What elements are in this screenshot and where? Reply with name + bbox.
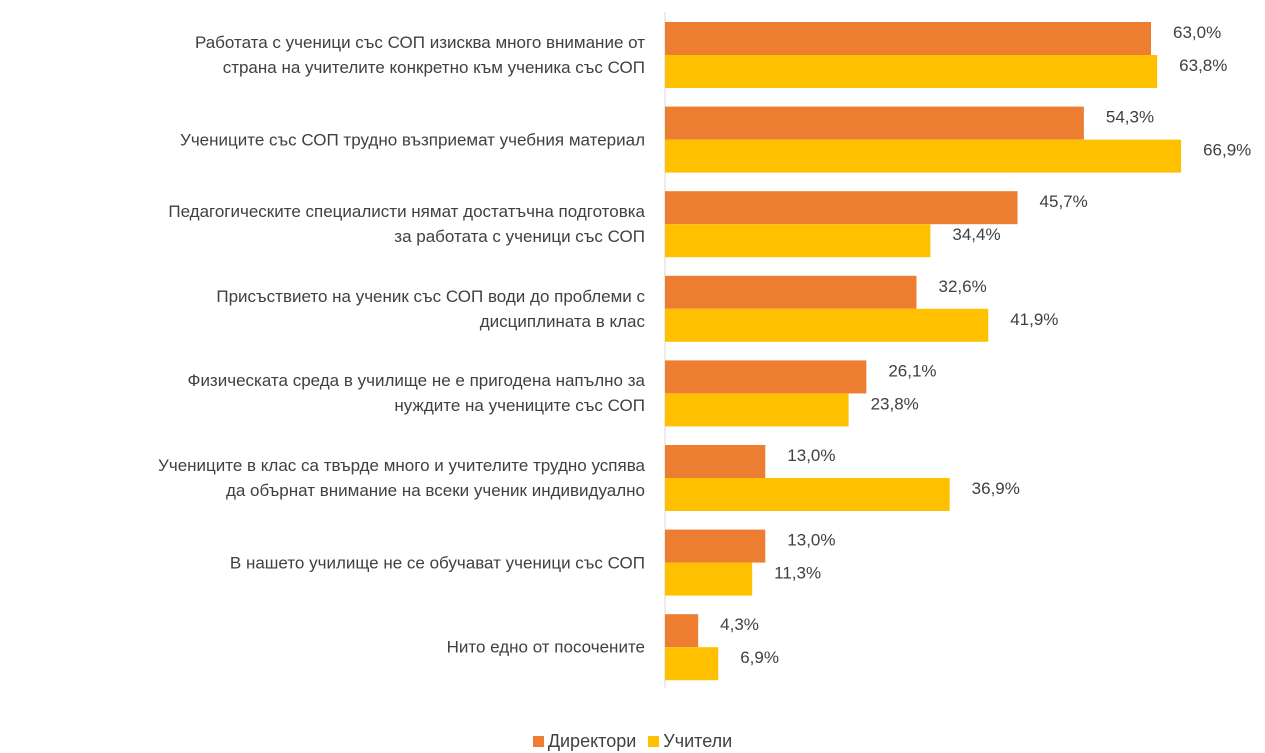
chart: 63,0% 63,8% 54,3% 66,9% 45,7% 34,4% 32,6% 41,9%… xyxy=(664,12,1251,688)
category-label: Физическата среда в училище не е пригоде… xyxy=(187,371,645,416)
legend-item: Директори xyxy=(532,731,637,752)
category-label: Учениците със СОП трудно възприемат учеб… xyxy=(180,130,645,150)
bar xyxy=(665,275,917,309)
value-label: 6,9% xyxy=(740,648,779,667)
value-label: 4,3% xyxy=(720,615,759,634)
category-label: Работата с ученици със СОП изисква много… xyxy=(194,33,645,77)
bar xyxy=(665,308,989,342)
legend-swatch xyxy=(532,736,544,747)
value-label: 26,1% xyxy=(888,361,936,380)
value-label: 66,9% xyxy=(1203,141,1251,160)
bar xyxy=(665,529,766,563)
value-label: 13,0% xyxy=(787,531,835,550)
legend-item: Учители xyxy=(648,731,732,752)
value-label: 36,9% xyxy=(972,479,1020,498)
bar xyxy=(665,478,950,511)
bar xyxy=(665,139,1182,173)
category-label: Присъствието на ученик със СОП води до п… xyxy=(216,286,645,331)
value-label: 13,0% xyxy=(787,446,835,465)
value-label: 45,7% xyxy=(1040,192,1088,211)
value-label: 32,6% xyxy=(938,277,986,296)
value-label: 34,4% xyxy=(952,225,1000,244)
value-label: 54,3% xyxy=(1106,108,1154,127)
category-label: Нито едно от посочените xyxy=(446,637,645,657)
category-label: Педагогическите специалисти нямат достат… xyxy=(168,202,645,247)
bar xyxy=(665,360,867,394)
value-label: 11,3% xyxy=(774,564,821,583)
category-label: Учениците в клас са твърде много и учите… xyxy=(158,456,645,500)
legend-swatch xyxy=(648,736,660,747)
bar xyxy=(665,106,1084,140)
bar xyxy=(665,224,931,258)
value-label: 63,0% xyxy=(1173,23,1221,42)
bar xyxy=(665,191,1018,225)
bar xyxy=(665,562,753,596)
category-label: В нашето училище не се обучават ученици … xyxy=(229,553,645,573)
bar xyxy=(665,614,699,648)
legend-label: Учители xyxy=(663,731,733,751)
value-label: 63,8% xyxy=(1179,56,1227,75)
bar xyxy=(665,445,766,478)
bar xyxy=(665,55,1158,88)
bar xyxy=(665,393,849,427)
bar xyxy=(665,647,719,681)
bar xyxy=(665,22,1151,55)
value-label: 41,9% xyxy=(1010,310,1058,329)
legend: Директори Учители xyxy=(0,731,1265,752)
value-label: 23,8% xyxy=(871,394,919,413)
legend-label: Директори xyxy=(547,731,637,751)
